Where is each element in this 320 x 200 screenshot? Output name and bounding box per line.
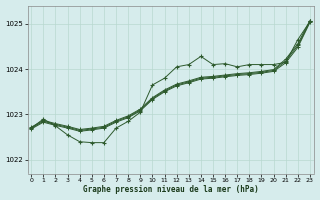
X-axis label: Graphe pression niveau de la mer (hPa): Graphe pression niveau de la mer (hPa) [83,185,259,194]
